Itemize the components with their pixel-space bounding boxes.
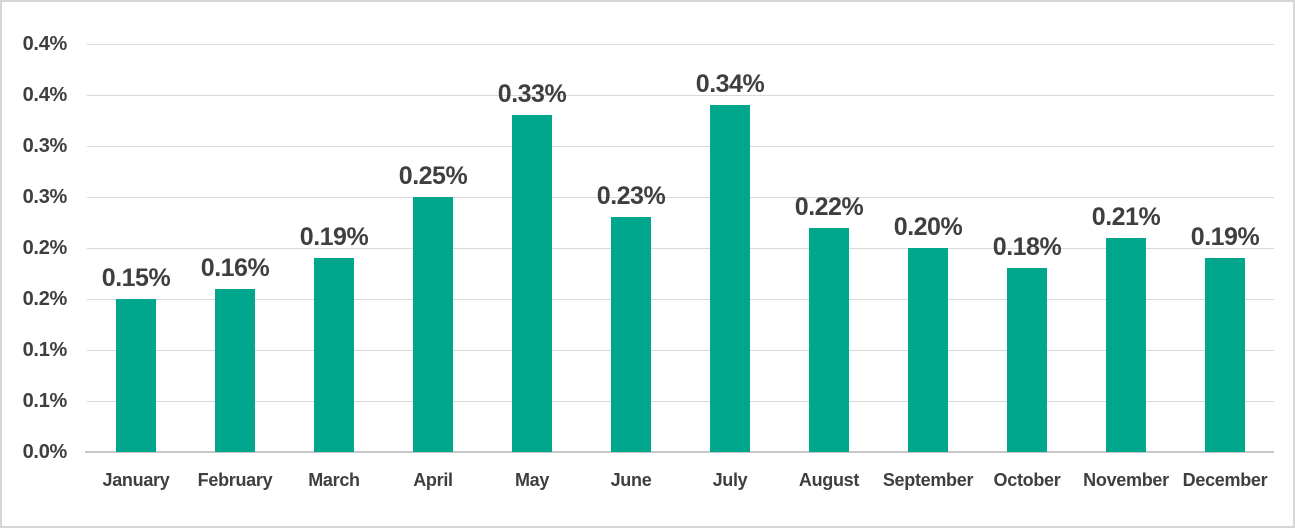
y-axis-tick-label: 0.2% [22, 288, 68, 310]
x-axis-label-august: August [798, 470, 860, 490]
y-axis-tick-label: 0.2% [22, 237, 68, 259]
bar-december [1205, 258, 1245, 452]
bar-value-label-october: 0.18% [992, 233, 1062, 261]
gridline [87, 95, 1274, 96]
y-axis-tick-label: 0.3% [22, 186, 68, 208]
y-axis-tick-label: 0.3% [22, 135, 68, 157]
bar-value-label-march: 0.19% [299, 223, 369, 251]
x-axis-label-march: March [308, 470, 360, 490]
gridline [87, 401, 1274, 402]
bar-october [1007, 268, 1047, 452]
bar-november [1106, 238, 1146, 452]
bar-value-label-december: 0.19% [1190, 223, 1260, 251]
bar-value-label-may: 0.33% [497, 80, 567, 108]
bar-value-label-january: 0.15% [101, 264, 171, 292]
gridline [87, 299, 1274, 300]
gridline [87, 248, 1274, 249]
bar-march [314, 258, 354, 452]
bar-value-label-june: 0.23% [596, 182, 666, 210]
bar-value-label-november: 0.21% [1091, 203, 1161, 231]
bar-may [512, 115, 552, 452]
bar-value-label-april: 0.25% [398, 162, 468, 190]
y-axis-tick-label: 0.4% [22, 33, 68, 55]
x-axis-label-december: December [1182, 470, 1268, 490]
bar-value-label-july: 0.34% [695, 70, 765, 98]
gridline [87, 197, 1274, 198]
x-axis-label-january: January [102, 470, 170, 490]
gridline [87, 350, 1274, 351]
gridline [87, 146, 1274, 147]
x-axis-line [85, 451, 1274, 453]
y-axis-tick-label: 0.1% [22, 339, 68, 361]
bar-value-label-february: 0.16% [200, 254, 270, 282]
y-axis-tick-label: 0.4% [22, 84, 68, 106]
bar-value-label-september: 0.20% [893, 213, 963, 241]
x-axis-label-april: April [413, 470, 453, 490]
x-axis-label-february: February [197, 470, 273, 490]
bar-june [611, 217, 651, 452]
bar-august [809, 228, 849, 452]
x-axis-label-october: October [993, 470, 1061, 490]
x-axis-label-june: June [610, 470, 652, 490]
x-axis-label-november: November [1083, 470, 1169, 490]
bar-september [908, 248, 948, 452]
y-axis-tick-label: 0.1% [22, 390, 68, 412]
x-axis-label-may: May [514, 470, 550, 490]
x-axis-label-september: September [882, 470, 974, 490]
bar-january [116, 299, 156, 452]
bar-value-label-august: 0.22% [794, 193, 864, 221]
gridline [87, 44, 1274, 45]
bar-july [710, 105, 750, 452]
y-axis-tick-label: 0.0% [22, 441, 68, 463]
bar-april [413, 197, 453, 452]
x-axis-label-july: July [712, 470, 748, 490]
bar-february [215, 289, 255, 452]
